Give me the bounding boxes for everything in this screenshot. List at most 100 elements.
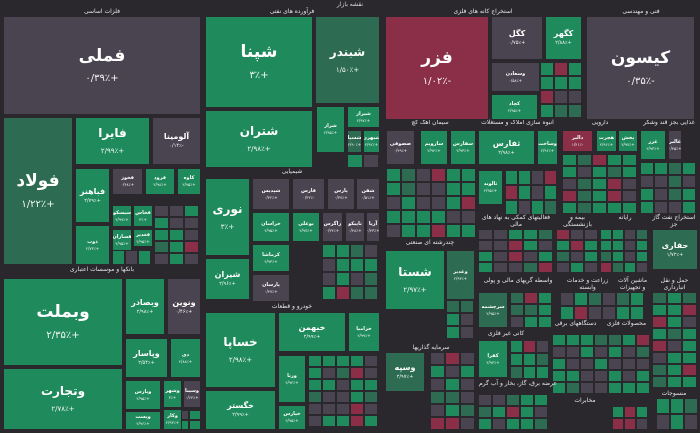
stock-tile[interactable]: کاوه +۲/۹۵٪: [177, 168, 201, 195]
stock-tile-small[interactable]: [568, 104, 582, 118]
stock-tile-small[interactable]: [524, 316, 538, 328]
stock-tile[interactable]: خزامیا +۲/۹۹٪: [348, 312, 380, 352]
stock-tile[interactable]: خراسان +۲/۹۵٪: [252, 212, 290, 242]
stock-tile-small[interactable]: [594, 346, 608, 358]
stock-tile[interactable]: ورنا +۲/۹۴٪: [278, 355, 306, 403]
stock-tile-small[interactable]: [364, 415, 378, 427]
stock-tile[interactable]: آریا +۰/۴۳٪: [366, 212, 380, 242]
stock-tile-small[interactable]: [562, 154, 577, 166]
stock-tile-small[interactable]: [478, 229, 493, 240]
stock-tile-small[interactable]: [534, 394, 548, 406]
stock-tile[interactable]: وسینا +۰/۶۴٪: [183, 380, 201, 408]
stock-tile-small[interactable]: [520, 394, 534, 406]
stock-tile-small[interactable]: [336, 258, 350, 272]
stock-tile[interactable]: دالبر -۱/۲۱٪: [562, 130, 593, 152]
stock-tile-small[interactable]: [386, 196, 401, 210]
stock-tile-small[interactable]: [684, 398, 698, 414]
stock-tile[interactable]: وساخت +۲/۹۶٪: [537, 130, 558, 165]
stock-tile-small[interactable]: [363, 154, 379, 168]
stock-tile-small[interactable]: [554, 76, 568, 90]
stock-tile-small[interactable]: [652, 376, 667, 388]
stock-tile-small[interactable]: [616, 306, 630, 320]
stock-tile-small[interactable]: [154, 217, 169, 229]
stock-tile-small[interactable]: [445, 391, 460, 404]
stock-tile-small[interactable]: [584, 229, 598, 240]
stock-tile-small[interactable]: [523, 262, 538, 273]
stock-tile-small[interactable]: [506, 406, 520, 418]
stock-tile[interactable]: ذوب +۲/۷۳٪: [75, 225, 110, 265]
stock-tile-small[interactable]: [322, 367, 336, 379]
stock-tile-small[interactable]: [189, 410, 201, 420]
stock-tile-small[interactable]: [460, 326, 474, 339]
stock-tile-small[interactable]: [636, 358, 650, 370]
stock-tile[interactable]: وپاسار +۲/۵۴٪: [125, 338, 168, 378]
stock-tile-small[interactable]: [636, 406, 648, 418]
stock-tile-small[interactable]: [510, 353, 523, 366]
stock-tile-small[interactable]: [138, 250, 151, 265]
stock-tile-small[interactable]: [364, 367, 378, 379]
stock-tile[interactable]: وبصادر +۲/۹۸٪: [125, 278, 165, 335]
stock-tile-small[interactable]: [554, 62, 568, 76]
stock-tile-small[interactable]: [460, 417, 475, 430]
stock-tile-small[interactable]: [636, 370, 650, 382]
stock-tile[interactable]: ثفارس +۲/۹۸٪: [478, 130, 535, 165]
stock-tile-small[interactable]: [608, 334, 622, 346]
stock-tile-small[interactable]: [607, 178, 622, 190]
stock-tile-small[interactable]: [493, 262, 508, 273]
stock-tile-small[interactable]: [640, 201, 654, 214]
stock-tile[interactable]: شپدیس +۰/۴۲٪: [252, 178, 290, 210]
stock-tile-small[interactable]: [577, 166, 592, 178]
stock-tile-small[interactable]: [350, 415, 364, 427]
stock-tile-small[interactable]: [544, 185, 557, 200]
stock-tile-small[interactable]: [322, 286, 336, 300]
stock-tile-small[interactable]: [594, 334, 608, 346]
stock-tile-small[interactable]: [636, 346, 650, 358]
stock-tile-small[interactable]: [568, 90, 582, 104]
stock-tile[interactable]: شسپا +۲/۹۰٪: [347, 130, 362, 153]
stock-tile-small[interactable]: [401, 182, 416, 196]
stock-tile-small[interactable]: [616, 292, 630, 306]
stock-tile-small[interactable]: [612, 251, 624, 262]
stock-tile-small[interactable]: [492, 418, 506, 430]
stock-tile-small[interactable]: [667, 328, 682, 340]
stock-tile-small[interactable]: [322, 415, 336, 427]
stock-tile-small[interactable]: [630, 292, 644, 306]
stock-tile[interactable]: پارسان +۰/۴۷٪: [252, 274, 290, 302]
stock-tile-small[interactable]: [518, 185, 531, 200]
stock-tile[interactable]: فخوز +۰/۴۸٪: [112, 168, 143, 195]
stock-tile-small[interactable]: [322, 244, 336, 258]
stock-tile-small[interactable]: [580, 334, 594, 346]
stock-tile-small[interactable]: [510, 304, 524, 316]
stock-tile-small[interactable]: [460, 313, 474, 326]
stock-tile[interactable]: نوری +۳٪: [205, 178, 250, 256]
stock-tile-small[interactable]: [347, 154, 363, 168]
stock-tile-small[interactable]: [308, 355, 322, 367]
stock-tile-small[interactable]: [624, 406, 636, 418]
stock-tile-small[interactable]: [430, 378, 445, 391]
stock-tile-small[interactable]: [322, 403, 336, 415]
stock-tile-small[interactable]: [562, 166, 577, 178]
stock-tile[interactable]: صصوفی +۰/۴۹٪: [386, 130, 415, 165]
stock-tile-small[interactable]: [682, 162, 696, 175]
stock-tile-small[interactable]: [624, 240, 636, 251]
stock-tile-small[interactable]: [184, 217, 199, 229]
stock-tile-small[interactable]: [584, 251, 598, 262]
stock-tile-small[interactable]: [612, 418, 624, 430]
stock-tile-small[interactable]: [622, 154, 637, 166]
stock-tile-small[interactable]: [461, 224, 476, 238]
stock-tile-small[interactable]: [636, 240, 648, 251]
stock-tile-small[interactable]: [602, 292, 616, 306]
stock-tile-small[interactable]: [431, 182, 446, 196]
stock-tile-small[interactable]: [640, 175, 654, 188]
stock-tile-small[interactable]: [508, 229, 523, 240]
stock-tile-small[interactable]: [505, 200, 518, 215]
stock-tile-small[interactable]: [350, 367, 364, 379]
stock-tile-small[interactable]: [570, 262, 584, 273]
stock-tile-small[interactable]: [624, 251, 636, 262]
stock-tile[interactable]: سیسکو +۲/۹۹٪: [112, 205, 132, 227]
stock-tile-small[interactable]: [169, 205, 184, 217]
stock-tile-small[interactable]: [336, 379, 350, 391]
stock-tile-small[interactable]: [684, 414, 698, 430]
stock-tile-small[interactable]: [478, 240, 493, 251]
stock-tile-small[interactable]: [401, 196, 416, 210]
